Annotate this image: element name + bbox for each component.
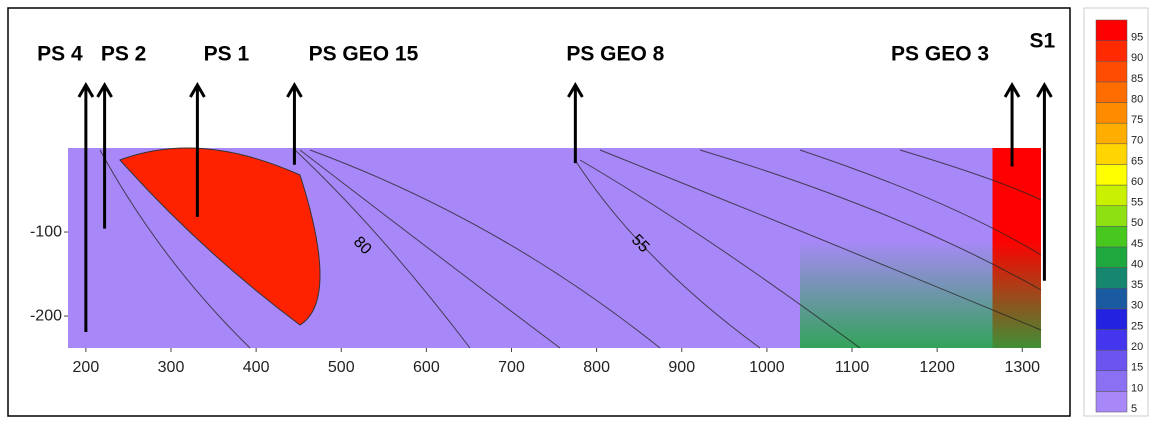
colorbar-tick-label: 50	[1131, 217, 1143, 229]
colorbar-swatch	[1095, 308, 1128, 330]
field-core	[119, 147, 321, 326]
well-label: PS 2	[101, 43, 147, 66]
arrow-head	[1036, 82, 1053, 98]
colorbar-swatch	[1095, 81, 1128, 103]
frame	[7, 7, 1071, 417]
colorbar-swatch	[1095, 122, 1128, 145]
colorbar-tick-label: 75	[1131, 114, 1143, 126]
colorbar-tick-label: 90	[1131, 52, 1143, 64]
x-tick-label: 400	[243, 359, 270, 376]
colorbar-tick-label: 20	[1131, 341, 1143, 353]
colorbar-swatch	[1095, 391, 1128, 413]
colorbar-tick-label: 15	[1131, 362, 1143, 374]
x-tick-label: 900	[668, 359, 695, 376]
colorbar-tick-label: 95	[1131, 32, 1143, 44]
colorbar-tick-label: 35	[1131, 279, 1143, 291]
x-tick-label: 1000	[749, 359, 785, 376]
colorbar-tick-label: 60	[1131, 176, 1143, 188]
colorbar-swatch	[1095, 61, 1128, 83]
colorbar-tick-label: 55	[1131, 197, 1143, 209]
colorbar-tick-label: 40	[1131, 258, 1143, 270]
colorbar-swatch	[1095, 102, 1128, 124]
colorbar-swatch	[1095, 184, 1128, 206]
colorbar-frame	[1083, 7, 1149, 417]
x-tick-label: 600	[413, 359, 440, 376]
field-shade	[800, 240, 1041, 348]
arrow-head	[567, 82, 584, 98]
colorbar-tick-label: 10	[1131, 382, 1143, 394]
colorbar-swatch	[1095, 164, 1128, 186]
colorbar-tick-label: 30	[1131, 300, 1143, 312]
y-tick-label: -200	[30, 307, 62, 324]
colorbar-tick-label: 45	[1131, 238, 1143, 250]
well-label: PS 4	[37, 43, 83, 66]
colorbar-swatch	[1095, 246, 1128, 268]
colorbar-tick-label: 70	[1131, 135, 1143, 147]
x-tick-label: 700	[498, 359, 525, 376]
colorbar-tick-label: 85	[1131, 73, 1143, 85]
colorbar-tick-label: 5	[1131, 403, 1137, 415]
colorbar-swatch	[1095, 329, 1128, 351]
well-label: PS 1	[204, 43, 250, 66]
well-label: S1	[1030, 30, 1056, 53]
colorbar-swatch	[1095, 226, 1128, 248]
arrow-head	[1003, 82, 1021, 98]
colorbar-swatch	[1095, 370, 1128, 392]
x-tick-label: 1300	[1004, 359, 1040, 376]
colorbar-swatch	[1095, 205, 1128, 227]
plot-area: 80 55	[68, 147, 1042, 349]
well-label: PS GEO 8	[566, 43, 664, 66]
x-tick-label: 800	[583, 359, 610, 376]
colorbar-swatch	[1095, 19, 1128, 41]
colorbar-tick-label: 65	[1131, 155, 1143, 167]
x-tick-label: 200	[73, 359, 100, 376]
contour-lines	[99, 149, 1042, 349]
arrow-head	[189, 82, 206, 98]
x-tick-label: 1200	[919, 359, 955, 376]
arrow-head	[286, 82, 303, 98]
colorbar-tick-label: 80	[1131, 93, 1143, 105]
well-label: PS GEO 3	[891, 43, 989, 66]
colorbar-swatch	[1095, 267, 1128, 289]
colorbar-swatch	[1095, 143, 1128, 165]
arrow-head	[77, 82, 95, 98]
arrow-head	[96, 82, 113, 98]
x-tick-label: 500	[328, 359, 355, 376]
y-tick-label: -100	[30, 223, 62, 240]
colorbar-swatch	[1095, 287, 1128, 310]
well-label: PS GEO 15	[309, 43, 419, 66]
x-tick-label: 300	[158, 359, 185, 376]
colorbar-tick-label: 25	[1131, 320, 1143, 332]
colorbar-swatch	[1095, 349, 1128, 371]
colorbar-swatch	[1095, 40, 1128, 62]
x-tick-label: 1100	[835, 359, 870, 376]
